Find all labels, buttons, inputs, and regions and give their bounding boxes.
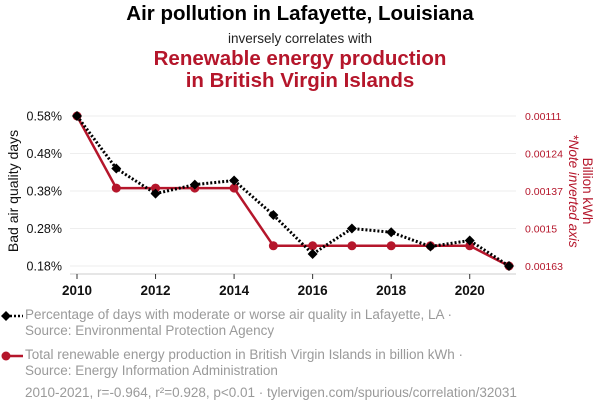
chart-subtitle-line2: in British Virgin Islands <box>185 69 415 92</box>
x-tick-label: 2020 <box>455 283 485 298</box>
x-tick-label: 2018 <box>376 283 407 298</box>
data-point-air-pollution <box>307 249 318 259</box>
data-point-renewable-energy <box>386 241 396 251</box>
right-tick-label: 0.00111 <box>525 111 562 123</box>
series-air-pollution <box>72 111 514 271</box>
left-tick-label: 0.48% <box>27 147 62 161</box>
legend-label-air-pollution: Percentage of days with moderate or wors… <box>25 307 452 322</box>
data-point-renewable-energy <box>111 183 121 193</box>
data-point-renewable-energy <box>268 241 278 251</box>
x-axis-ticks: 2010 2012 2014 2016 2018 2020 <box>62 274 485 298</box>
data-point-renewable-energy <box>465 241 475 251</box>
data-point-air-pollution <box>346 223 357 234</box>
data-point-air-pollution <box>72 111 82 121</box>
grid-lines <box>70 115 516 267</box>
legend-source-renewable-energy: Source: Energy Information Administratio… <box>25 363 278 378</box>
right-tick-label: 0.00137 <box>525 186 563 198</box>
left-axis-label: Bad air quality days <box>5 130 21 252</box>
chart-subtitle: Renewable energy production in British V… <box>0 48 600 92</box>
right-axis-ticks: 0.00111 0.00124 0.00137 0.0015 0.00163 <box>525 111 563 273</box>
chart-connector-text: inversely correlates with <box>227 31 373 46</box>
left-tick-label: 0.58% <box>27 110 62 124</box>
chart-footer: 2010-2021, r=-0.964, r²=0.928, p<0.01 · … <box>25 385 517 400</box>
right-tick-label: 0.00163 <box>525 261 563 273</box>
x-tick-label: 2014 <box>219 283 250 298</box>
data-point-air-pollution <box>425 241 436 252</box>
data-point-air-pollution <box>268 210 279 220</box>
data-point-air-pollution <box>464 235 475 246</box>
legend-item-air-pollution: Percentage of days with moderate or wors… <box>1 307 452 339</box>
series-line-renewable-energy <box>75 115 510 268</box>
right-axis-label: Billion kWh <box>580 158 595 225</box>
data-point-renewable-energy <box>347 241 357 251</box>
data-point-renewable-energy <box>151 183 161 193</box>
x-tick-label: 2010 <box>62 283 92 298</box>
data-point-air-pollution <box>150 188 161 199</box>
left-axis-ticks: 0.58% 0.48% 0.38% 0.28% 0.18% <box>27 110 62 274</box>
line-chart: 0.58% 0.48% 0.38% 0.28% 0.18% 0.00111 0.00124… <box>5 110 595 299</box>
series-line-air-pollution <box>75 115 510 268</box>
legend-source-air-pollution: Source: Environmental Protection Agency <box>25 323 275 338</box>
data-point-air-pollution <box>504 261 514 271</box>
right-tick-label: 0.00124 <box>525 149 563 161</box>
legend-diamond-dotted-icon <box>1 311 23 321</box>
data-point-air-pollution <box>189 179 200 190</box>
left-tick-label: 0.28% <box>27 222 62 236</box>
left-tick-label: 0.38% <box>27 185 62 199</box>
data-point-renewable-energy <box>308 241 318 251</box>
x-tick-label: 2012 <box>141 283 171 298</box>
data-point-renewable-energy <box>229 183 239 193</box>
data-point-air-pollution <box>386 227 397 238</box>
chart-title: Air pollution in Lafayette, Louisiana <box>126 2 474 25</box>
legend-item-renewable-energy: Total renewable energy production in Bri… <box>1 347 463 379</box>
chart-subtitle-line1: Renewable energy production <box>153 47 447 70</box>
data-point-air-pollution <box>111 163 122 174</box>
legend-label-renewable-energy: Total renewable energy production in Bri… <box>25 347 463 362</box>
right-axis-note: *Note inverted axis <box>566 134 581 248</box>
right-tick-label: 0.0015 <box>525 224 557 236</box>
left-tick-label: 0.18% <box>27 260 62 274</box>
data-point-air-pollution <box>229 175 240 186</box>
legend-circle-line-icon <box>1 351 23 361</box>
x-tick-label: 2016 <box>298 283 329 298</box>
